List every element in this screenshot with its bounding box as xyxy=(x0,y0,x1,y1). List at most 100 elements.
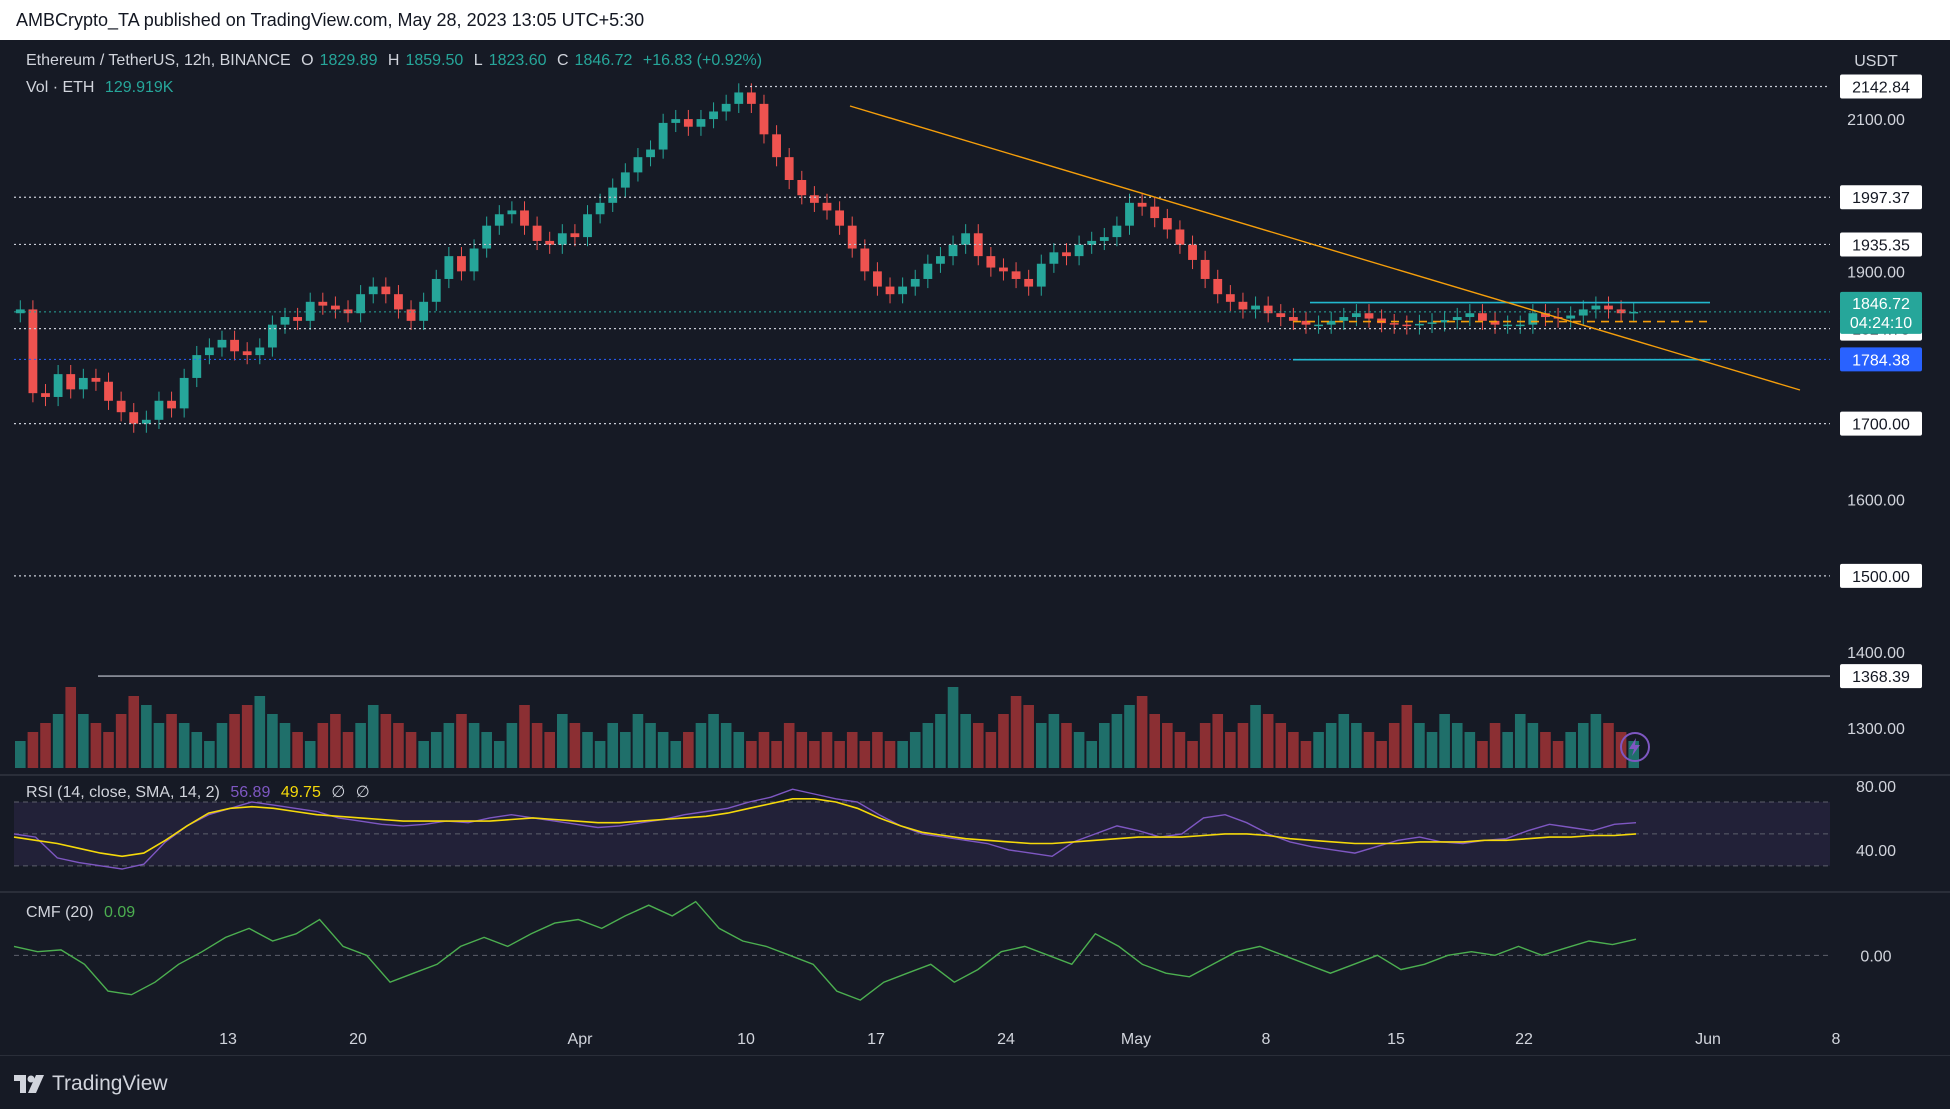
candle-body xyxy=(1616,309,1626,314)
volume-bar xyxy=(1603,723,1614,768)
brand-text: TradingView xyxy=(52,1072,168,1095)
o-label: O xyxy=(301,52,314,69)
volume-bar xyxy=(115,714,127,768)
volume-bar xyxy=(1451,723,1463,768)
level-tag-text: 1368.39 xyxy=(1852,669,1910,686)
candle-body xyxy=(1503,324,1513,327)
volume-bar xyxy=(1590,714,1602,768)
candle-body xyxy=(1566,315,1576,319)
volume-bar xyxy=(241,705,253,768)
h-value: 1859.50 xyxy=(405,52,464,69)
c-label: C xyxy=(556,52,569,69)
rsi-sma-value: 49.75 xyxy=(280,784,321,801)
volume-bar xyxy=(103,732,114,768)
candle-body xyxy=(1389,323,1399,325)
candle-body xyxy=(192,355,202,378)
x-tick-label: 17 xyxy=(867,1031,885,1048)
candle-body xyxy=(356,294,366,314)
vol-legend: Vol · ETH 129.919K xyxy=(26,79,179,97)
volume-bar xyxy=(1010,696,1022,768)
candle-body xyxy=(53,374,63,397)
candle-body xyxy=(431,278,441,302)
volume-bar xyxy=(153,723,165,768)
volume-bar xyxy=(683,732,694,768)
candle-body xyxy=(255,347,265,356)
candle-body xyxy=(948,244,958,257)
candle-body xyxy=(570,233,580,238)
main-legend: Ethereum / TetherUS, 12h, BINANCE O 1829.… xyxy=(26,52,768,70)
candle-body xyxy=(1351,313,1361,318)
candle-body xyxy=(1137,202,1147,207)
volume-bar xyxy=(1073,732,1085,768)
volume-bar xyxy=(809,741,820,768)
levels-layer xyxy=(14,85,1830,677)
candle-body xyxy=(746,92,756,104)
candle-body xyxy=(343,309,353,314)
level-tag: 2142.84 xyxy=(1840,74,1922,99)
candle-body xyxy=(898,286,908,295)
tradingview-logo[interactable]: TradingView xyxy=(14,1071,168,1097)
candle-body xyxy=(1036,263,1046,287)
volume-bar xyxy=(1212,714,1224,768)
level-tag-text: 1500.00 xyxy=(1852,569,1910,586)
candle-body xyxy=(507,210,517,215)
rsi-label: RSI (14, close, SMA, 14, 2) xyxy=(26,784,220,801)
volume-bar xyxy=(1552,741,1564,768)
volume-bar xyxy=(292,732,303,768)
candle-body xyxy=(1427,322,1437,324)
volume-bar xyxy=(720,723,732,768)
volume-bar xyxy=(1250,705,1261,768)
volume-bar xyxy=(15,741,26,768)
candle-body xyxy=(1440,320,1450,323)
candle-body xyxy=(331,305,340,310)
candle-body xyxy=(999,267,1008,272)
volume-bar xyxy=(317,723,329,768)
volume-bar xyxy=(342,732,354,768)
volume-bar xyxy=(1363,732,1375,768)
volume-bar xyxy=(531,723,543,768)
volume-bar xyxy=(1414,723,1425,768)
volume-bar xyxy=(27,732,39,768)
volume-bar xyxy=(1401,705,1413,768)
symbol-label: Ethereum / TetherUS, 12h, BINANCE xyxy=(26,52,291,69)
candle-body xyxy=(1251,305,1260,310)
volume-bar xyxy=(859,741,871,768)
candle-body xyxy=(419,301,429,321)
x-tick-label: 15 xyxy=(1387,1031,1405,1048)
volume-bar xyxy=(607,723,619,768)
candle-body xyxy=(1162,218,1172,230)
x-tick-label: 20 xyxy=(349,1031,367,1048)
candle-body xyxy=(129,412,139,424)
l-label: L xyxy=(473,52,483,69)
candle-body xyxy=(1288,317,1298,321)
level-tag-bg xyxy=(1840,185,1922,210)
x-tick-label: May xyxy=(1121,1031,1151,1048)
candle-body xyxy=(860,248,870,272)
volume-bar xyxy=(430,732,442,768)
candle-body xyxy=(1591,305,1601,310)
volume-bar xyxy=(758,732,770,768)
volume-bar xyxy=(468,723,480,768)
volume-bar xyxy=(544,732,555,768)
volume-bar xyxy=(1162,723,1173,768)
volume-bar xyxy=(670,741,682,768)
volume-bar xyxy=(418,741,429,768)
volume-bar xyxy=(355,723,366,768)
volume-bar xyxy=(1262,714,1274,768)
price-tick-label: 1300.00 xyxy=(1847,721,1905,738)
volume-bar xyxy=(1489,723,1501,768)
candle-body xyxy=(923,263,933,279)
cmf-value: 0.09 xyxy=(104,904,136,921)
candle-body xyxy=(608,187,618,203)
volume-bar xyxy=(128,696,140,768)
lightning-icon[interactable] xyxy=(1620,732,1650,762)
chart-area[interactable] xyxy=(0,40,1950,1056)
candle-body xyxy=(1125,202,1134,226)
candle-body xyxy=(1452,317,1462,321)
volume-bar xyxy=(1426,732,1438,768)
volume-bar xyxy=(279,723,291,768)
publisher-text: AMBCrypto_TA published on TradingView.co… xyxy=(16,10,645,30)
h-label: H xyxy=(387,52,400,69)
rsi-layer xyxy=(13,788,1830,870)
